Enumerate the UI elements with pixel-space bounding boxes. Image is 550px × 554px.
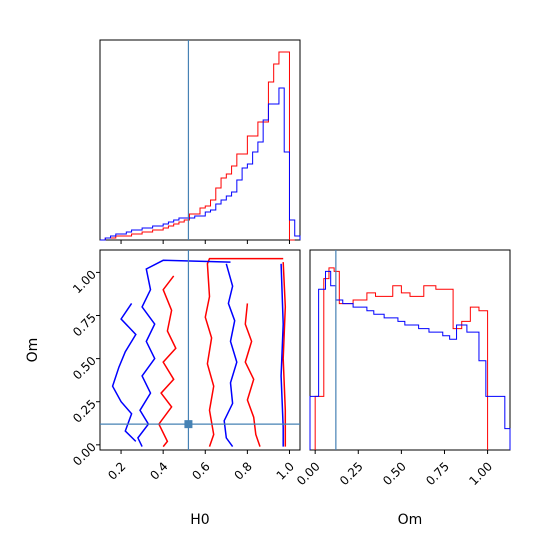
- joint-y-tick-label: 0.50: [70, 354, 99, 383]
- contour-run_b-5: [223, 263, 238, 448]
- h0-histogram-run_a: [100, 51, 295, 241]
- x-axis-label-om: Om: [398, 512, 423, 528]
- om-x-tick-label: 0.75: [423, 459, 452, 488]
- om-histogram-run_b: [309, 270, 511, 450]
- om-x-tick-label: 0.25: [337, 459, 366, 488]
- joint-panel: 0.2 0.4 0.6 0.8 1.0 0.00 0.25 0.50 0.75 1.00: [70, 249, 301, 483]
- h0-histogram-run_b: [100, 87, 301, 241]
- contour-run_b-6: [111, 302, 137, 442]
- truth-marker: [184, 420, 193, 429]
- contour-run_a-3: [282, 262, 287, 447]
- h0-marginal-frame: [99, 39, 301, 241]
- om-x-tick-label: 0.50: [380, 459, 409, 488]
- om-marginal-frame: [309, 249, 511, 451]
- om-histogram-run_a: [314, 267, 489, 450]
- y-axis-label-om: Om: [25, 338, 41, 363]
- joint-y-tick-label: 0.25: [70, 397, 99, 426]
- h0-marginal-panel: [99, 39, 301, 244]
- om-x-tick-label: 0.00: [294, 459, 323, 488]
- contour-run_a-1: [158, 275, 177, 448]
- joint-y-tick-label: 0.75: [70, 311, 99, 340]
- joint-x-tick-label: 0.8: [232, 459, 255, 482]
- contour-run_b-4: [137, 259, 231, 447]
- x-axis-label-h0: H0: [190, 512, 209, 528]
- joint-y-tick-label: 0.00: [70, 440, 99, 469]
- joint-y-tick-label: 1.00: [70, 267, 99, 296]
- om-x-tick-label: 1.00: [466, 459, 495, 488]
- joint-x-tick-label: 0.4: [147, 459, 170, 482]
- contour-run_a-2: [244, 303, 261, 447]
- joint-x-tick-label: 0.6: [189, 459, 212, 482]
- joint-frame: [99, 249, 301, 451]
- om-marginal-panel: 0.00 0.25 0.50 0.75 1.00: [294, 249, 511, 488]
- joint-x-tick-label: 1.0: [274, 459, 297, 482]
- joint-x-tick-label: 0.2: [105, 459, 128, 482]
- contour-run_b-7: [280, 263, 284, 447]
